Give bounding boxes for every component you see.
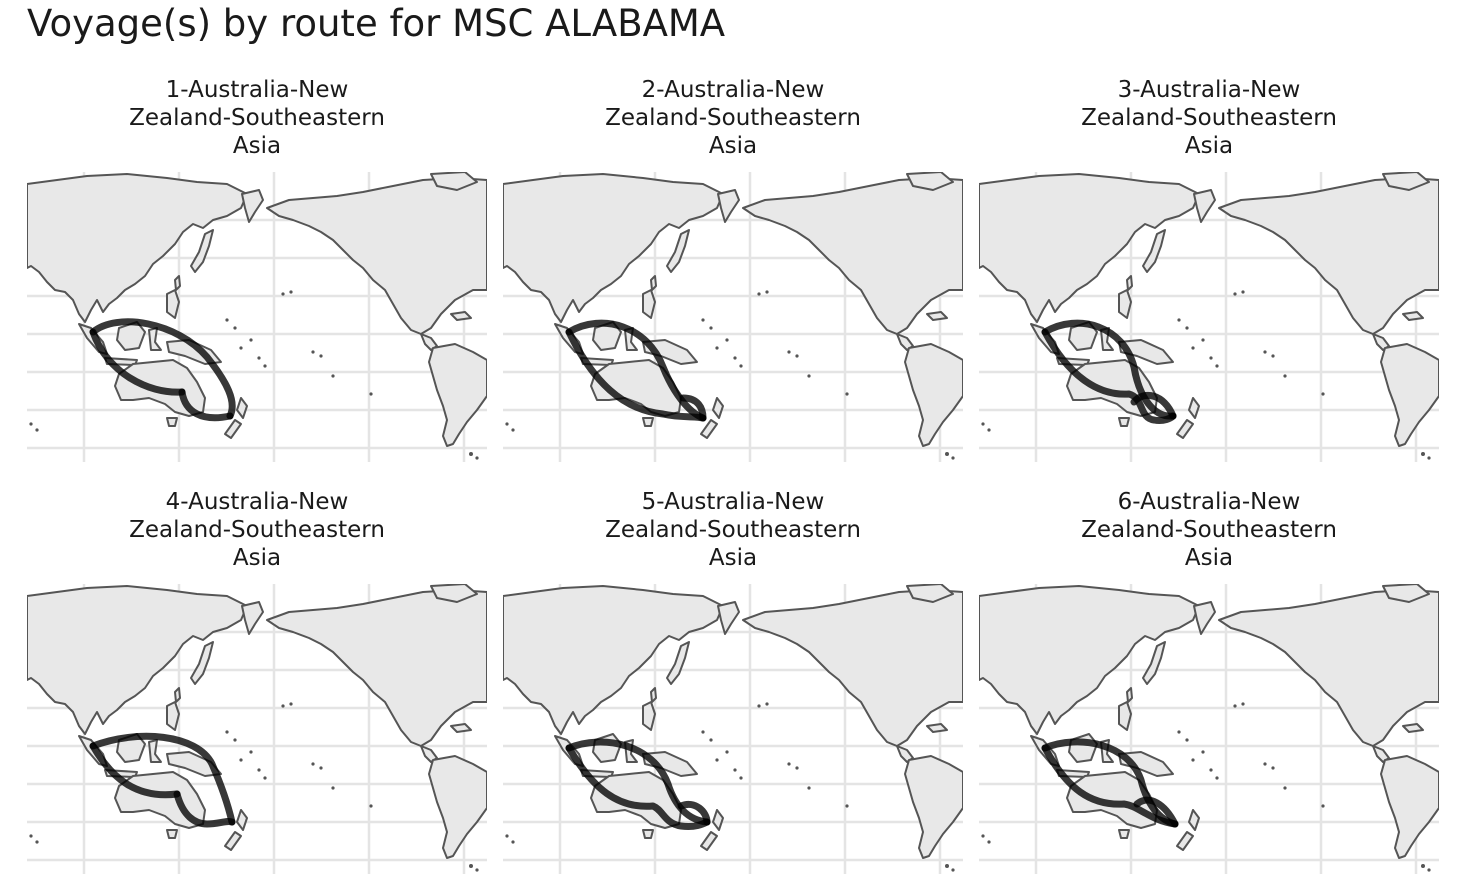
route-line <box>1041 744 1179 828</box>
facet-label-line: 5-Australia-New <box>641 489 825 515</box>
route-line <box>1041 738 1179 828</box>
facet-panel: 4-Australia-New Zealand-Southeastern Asi… <box>27 488 487 888</box>
facet-panel: 2-Australia-New Zealand-Southeastern Asi… <box>503 76 963 476</box>
route-line <box>1133 796 1179 828</box>
route-line <box>89 318 236 420</box>
route-line <box>677 801 711 826</box>
facet-label: 6-Australia-New Zealand-Southeastern Asi… <box>979 488 1439 576</box>
facet-label-line: 3-Australia-New <box>1117 77 1301 103</box>
facet-label-line: Asia <box>708 133 758 159</box>
facet-panel: 5-Australia-New Zealand-Southeastern Asi… <box>503 488 963 888</box>
route-line <box>565 738 711 826</box>
facet-label-line: 4-Australia-New <box>165 489 349 515</box>
facet-label: 1-Australia-New Zealand-Southeastern Asi… <box>27 76 487 164</box>
chart-title: Voyage(s) by route for MSC ALABAMA <box>27 2 726 45</box>
route-line <box>173 790 236 828</box>
world-map <box>979 584 1439 874</box>
facet-label-line: Zealand-Southeastern <box>605 517 861 543</box>
world-map <box>27 172 487 462</box>
facet-panel: 3-Australia-New Zealand-Southeastern Asi… <box>979 76 1439 476</box>
facet-label-line: Asia <box>708 545 758 571</box>
facet-label: 4-Australia-New Zealand-Southeastern Asi… <box>27 488 487 576</box>
facet-label: 2-Australia-New Zealand-Southeastern Asi… <box>503 76 963 164</box>
facet-label: 3-Australia-New Zealand-Southeastern Asi… <box>979 76 1439 164</box>
facet-label-line: Asia <box>232 545 282 571</box>
route-line <box>1130 391 1177 420</box>
world-map <box>27 584 487 874</box>
facet-label-line: Zealand-Southeastern <box>1081 517 1337 543</box>
facet-panel: 1-Australia-New Zealand-Southeastern Asi… <box>27 76 487 476</box>
facet-label-line: Zealand-Southeastern <box>129 517 385 543</box>
route-line <box>1041 319 1177 420</box>
route-line <box>565 319 707 422</box>
facet-label-line: 1-Australia-New <box>165 77 349 103</box>
route-line <box>89 742 181 799</box>
facet-panel: 6-Australia-New Zealand-Southeastern Asi… <box>979 488 1439 888</box>
facet-label-line: Zealand-Southeastern <box>1081 105 1337 131</box>
facet-label-line: Asia <box>232 133 282 159</box>
route-line <box>565 328 707 422</box>
world-map <box>503 172 963 462</box>
route-line <box>89 732 236 826</box>
route-line <box>565 744 711 830</box>
facet-label-line: 2-Australia-New <box>641 77 825 103</box>
world-map <box>503 584 963 874</box>
facet-label-line: Asia <box>1184 133 1234 159</box>
route-line <box>679 394 707 422</box>
facet-label-line: Zealand-Southeastern <box>605 105 861 131</box>
facet-label: 5-Australia-New Zealand-Southeastern Asi… <box>503 488 963 576</box>
world-map <box>979 172 1439 462</box>
route-line <box>178 388 234 422</box>
facet-label-line: 6-Australia-New <box>1117 489 1301 515</box>
facet-label-line: Asia <box>1184 545 1234 571</box>
route-line <box>89 328 186 396</box>
facet-label-line: Zealand-Southeastern <box>129 105 385 131</box>
